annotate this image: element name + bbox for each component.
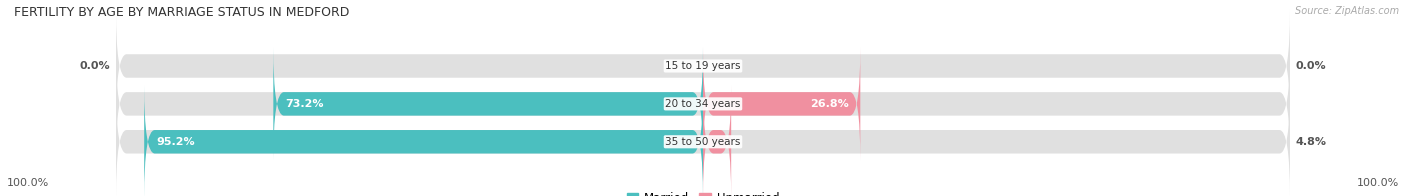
FancyBboxPatch shape	[703, 85, 731, 196]
Text: FERTILITY BY AGE BY MARRIAGE STATUS IN MEDFORD: FERTILITY BY AGE BY MARRIAGE STATUS IN M…	[14, 6, 350, 19]
Text: 4.8%: 4.8%	[1296, 137, 1327, 147]
Text: 0.0%: 0.0%	[1296, 61, 1326, 71]
FancyBboxPatch shape	[145, 85, 703, 196]
Text: 100.0%: 100.0%	[1357, 178, 1399, 188]
FancyBboxPatch shape	[117, 47, 1289, 160]
Text: 26.8%: 26.8%	[810, 99, 849, 109]
Text: 73.2%: 73.2%	[285, 99, 323, 109]
FancyBboxPatch shape	[273, 47, 703, 160]
Text: 0.0%: 0.0%	[80, 61, 110, 71]
FancyBboxPatch shape	[117, 85, 1289, 196]
Text: Source: ZipAtlas.com: Source: ZipAtlas.com	[1295, 6, 1399, 16]
Text: 95.2%: 95.2%	[156, 137, 194, 147]
FancyBboxPatch shape	[117, 10, 1289, 122]
Text: 15 to 19 years: 15 to 19 years	[665, 61, 741, 71]
Text: 35 to 50 years: 35 to 50 years	[665, 137, 741, 147]
Legend: Married, Unmarried: Married, Unmarried	[621, 187, 785, 196]
Text: 100.0%: 100.0%	[7, 178, 49, 188]
Text: 20 to 34 years: 20 to 34 years	[665, 99, 741, 109]
FancyBboxPatch shape	[703, 47, 860, 160]
